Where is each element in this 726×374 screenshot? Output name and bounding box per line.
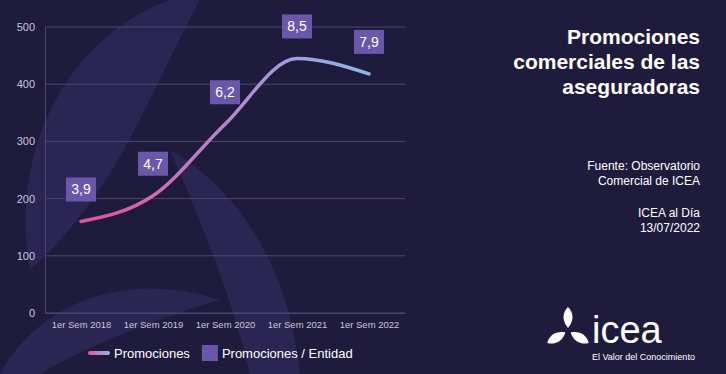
x-tick: 1er Sem 2020 [196,313,256,330]
logo-icon [545,307,591,347]
decoration-leaf [170,150,300,374]
label-box-rect [210,80,240,104]
legend-swatch [202,345,218,361]
y-tick-label: 100 [17,250,35,262]
label-box: 4,7 [138,152,168,176]
data-label: 3,9 [71,181,91,197]
label-box-rect [282,14,312,38]
x-tick-label: 1er Sem 2022 [340,319,400,330]
y-tick: 300 [17,135,45,147]
data-label: 7,9 [359,34,379,50]
chart: 0 100 200 300 400 500 1er Sem 2018 1er Sem 2019… [0,0,726,374]
decoration-leaf [26,0,200,270]
y-tick-label: 400 [17,78,35,90]
x-tick: 1er Sem 2019 [124,313,184,330]
grid-line [45,141,405,142]
y-tick: 0 [29,307,45,319]
y-tick: 400 [17,78,45,90]
y-tick-label: 500 [17,21,35,33]
grid-line [45,313,405,314]
label-box: 7,9 [354,30,384,54]
x-axis: 1er Sem 2018 1er Sem 2019 1er Sem 2020 1er … [46,313,406,330]
grid-line [45,255,405,256]
logo-petal [564,307,573,328]
x-tick: 1er Sem 2022 [340,313,400,330]
y-tick: 500 [17,21,45,33]
x-axis-line [46,313,406,314]
legend-swatch [88,351,110,355]
data-label: 8,5 [287,18,307,34]
x-tick: 1er Sem 2018 [52,313,112,330]
background [0,0,726,374]
grid-line [45,198,405,199]
decoration [0,0,300,374]
label-box: 3,9 [66,177,96,201]
logo-text: icea [592,309,663,351]
label-box-rect [354,30,384,54]
title: Promocionescomerciales de lasaseguradora… [513,25,700,98]
y-tick: 200 [17,193,45,205]
label-box-rect [138,152,168,176]
y-tick-label: 200 [17,193,35,205]
date-note: ICEA al Día13/07/2022 [638,206,700,235]
y-tick-label: 300 [17,135,35,147]
label-box: 8,5 [282,14,312,38]
y-axis: 0 100 200 300 400 500 [17,21,46,319]
y-axis-line [45,28,46,314]
data-labels: 3,9 4,7 6,2 8,5 7,9 [66,14,384,201]
logo-petal [568,329,591,347]
logo: iceaEl Valor del Conocimiento [545,307,695,362]
logo-petal [545,329,568,347]
y-tick-label: 0 [29,307,35,319]
x-tick-label: 1er Sem 2019 [124,319,184,330]
legend-label: Promociones / Entidad [222,346,353,361]
label-box: 6,2 [210,80,240,104]
grid [45,27,405,313]
data-label: 6,2 [215,84,235,100]
logo-tagline: El Valor del Conocimiento [592,352,695,362]
label-box-rect [66,177,96,201]
line [81,58,369,221]
source-note: Fuente: ObservatorioComercial de ICEA [587,159,700,188]
legend: Promociones Promociones / Entidad [88,345,353,361]
decoration-leaf [0,288,220,374]
x-tick-label: 1er Sem 2021 [268,319,328,330]
legend-label: Promociones [114,346,190,361]
y-tick: 100 [17,250,45,262]
x-tick-label: 1er Sem 2018 [52,319,112,330]
x-tick-label: 1er Sem 2020 [196,319,256,330]
grid-line [45,27,405,28]
x-tick: 1er Sem 2021 [268,313,328,330]
marks [81,58,369,221]
data-label: 4,7 [143,156,163,172]
